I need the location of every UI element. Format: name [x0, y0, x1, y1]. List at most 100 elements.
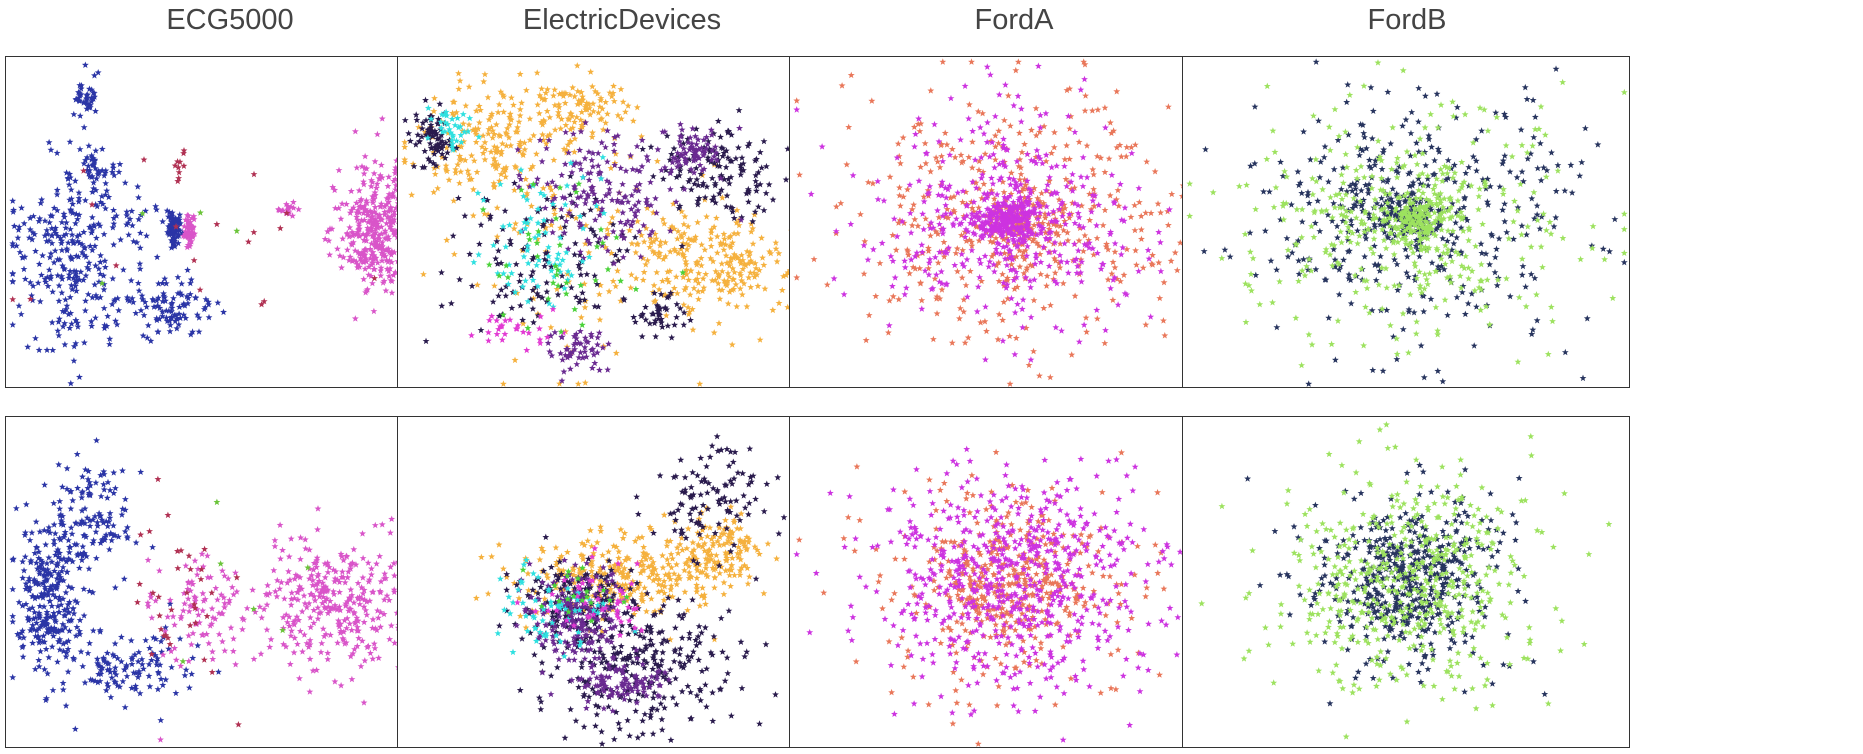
scatter-point: [360, 170, 368, 177]
scatter-point: [671, 225, 678, 232]
scatter-point: [1242, 318, 1250, 326]
scatter-point: [970, 208, 978, 215]
scatter-point: [652, 297, 659, 304]
scatter-point: [999, 158, 1007, 165]
scatter-point: [933, 310, 941, 317]
scatter-point: [92, 314, 99, 321]
scatter-point: [438, 153, 446, 161]
scatter-point: [355, 187, 363, 194]
scatter-point: [1419, 189, 1427, 196]
scatter-point: [78, 489, 86, 496]
scatter-point: [72, 339, 80, 347]
scatter-point: [1431, 181, 1439, 189]
scatter-point: [1499, 190, 1507, 197]
scatter-point: [730, 285, 738, 293]
scatter-point: [369, 279, 376, 287]
scatter-point: [1298, 233, 1306, 241]
scatter-point: [29, 296, 36, 304]
scatter-point: [155, 294, 162, 301]
scatter-point: [77, 648, 85, 655]
scatter-point: [526, 136, 534, 143]
scatter-point: [214, 299, 222, 306]
scatter-point: [1310, 233, 1318, 241]
scatter-point: [619, 98, 627, 105]
scatter-point: [585, 148, 593, 155]
scatter-point: [1463, 216, 1471, 224]
scatter-point: [637, 253, 645, 260]
scatter-point: [1417, 180, 1424, 187]
scatter-point: [1247, 270, 1255, 278]
scatter-point: [1022, 273, 1030, 281]
scatter-point: [707, 242, 715, 250]
scatter-point: [622, 167, 630, 174]
scatter-point: [516, 277, 523, 285]
scatter-point: [982, 356, 989, 363]
scatter-point: [1373, 199, 1381, 207]
scatter-point: [541, 255, 549, 263]
scatter-point: [563, 182, 571, 189]
scatter-point: [1465, 182, 1473, 189]
scatter-point: [63, 302, 71, 309]
scatter-point: [1481, 182, 1489, 189]
scatter-point: [1121, 290, 1129, 297]
scatter-point: [497, 88, 505, 95]
scatter-point: [374, 259, 382, 266]
scatter-point: [1363, 284, 1371, 292]
scatter-point: [168, 216, 176, 224]
scatter-point: [569, 348, 576, 356]
scatter-point: [654, 157, 661, 165]
scatter-point: [1032, 104, 1040, 112]
scatter-point: [1370, 211, 1377, 218]
scatter-point: [1046, 234, 1054, 242]
scatter-point: [574, 380, 582, 387]
scatter-point: [940, 225, 947, 232]
scatter-point: [371, 191, 379, 199]
scatter-point: [1042, 229, 1050, 236]
scatter-point: [1004, 194, 1011, 202]
scatter-point: [556, 261, 564, 268]
scatter-point: [1473, 303, 1480, 310]
scatter-point: [1055, 205, 1063, 213]
scatter-point: [1312, 58, 1320, 65]
scatter-point: [739, 160, 747, 167]
scatter-point: [1023, 252, 1031, 259]
scatter-point: [958, 274, 966, 281]
scatter-plot: [1186, 58, 1628, 387]
scatter-point: [736, 285, 744, 292]
scatter-point: [524, 324, 532, 332]
scatter-point: [1164, 221, 1172, 229]
scatter-point: [373, 217, 381, 225]
scatter-point: [530, 318, 537, 326]
scatter-point: [695, 154, 703, 161]
scatter-point: [655, 315, 662, 322]
scatter-point: [988, 174, 995, 182]
scatter-point: [442, 166, 450, 173]
scatter-point: [175, 230, 182, 238]
scatter-point: [1149, 251, 1156, 259]
scatter-point: [512, 260, 520, 268]
scatter-point: [204, 298, 212, 305]
scatter-point: [110, 220, 118, 227]
scatter-point: [755, 168, 762, 176]
scatter-point: [67, 225, 74, 233]
scatter-point: [65, 271, 73, 278]
scatter-point: [378, 242, 386, 250]
scatter-point: [565, 116, 573, 123]
scatter-point: [594, 238, 602, 246]
scatter-point: [1045, 177, 1053, 185]
scatter-point: [91, 157, 98, 165]
scatter-point: [1079, 153, 1087, 161]
scatter-point: [91, 242, 99, 250]
scatter-point: [719, 152, 727, 160]
scatter-point: [942, 281, 950, 288]
scatter-point: [485, 116, 493, 123]
scatter-point: [1486, 182, 1494, 190]
scatter-point: [101, 324, 108, 332]
scatter-point: [1308, 222, 1315, 230]
scatter-point: [830, 275, 838, 282]
scatter-point: [1028, 229, 1036, 236]
scatter-point: [661, 291, 669, 298]
scatter-point: [390, 231, 398, 238]
scatter-point: [951, 153, 959, 161]
scatter-point: [502, 129, 510, 136]
